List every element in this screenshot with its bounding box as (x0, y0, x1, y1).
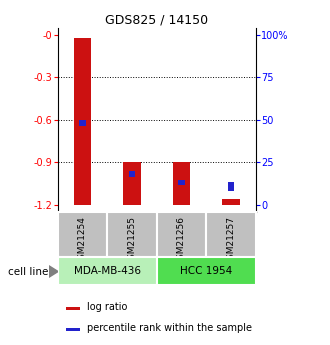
Bar (222, 199, 240, 205)
Bar (58, 257, 157, 285)
Title: GDS825 / 14150: GDS825 / 14150 (105, 13, 208, 27)
Text: GSM21254: GSM21254 (78, 216, 87, 265)
Bar (66, 328, 80, 331)
Bar (157, 212, 206, 257)
Text: MDA-MB-436: MDA-MB-436 (74, 266, 141, 276)
Text: GSM21256: GSM21256 (177, 216, 186, 265)
Text: percentile rank within the sample: percentile rank within the sample (87, 323, 252, 333)
Bar (58, 212, 107, 257)
Bar (79, 120, 86, 126)
Text: HCC 1954: HCC 1954 (180, 266, 232, 276)
Text: GSM21257: GSM21257 (226, 216, 236, 265)
Bar (107, 212, 157, 257)
Text: log ratio: log ratio (87, 302, 127, 312)
Bar (173, 162, 190, 205)
Text: GSM21255: GSM21255 (127, 216, 137, 265)
Bar (123, 162, 141, 205)
Bar (129, 171, 135, 177)
Bar (74, 38, 91, 205)
Bar (66, 307, 80, 310)
Bar (157, 257, 256, 285)
Bar (178, 179, 185, 185)
Polygon shape (49, 266, 58, 277)
Bar (206, 212, 256, 257)
Bar (228, 183, 234, 191)
Text: cell line: cell line (8, 267, 49, 276)
